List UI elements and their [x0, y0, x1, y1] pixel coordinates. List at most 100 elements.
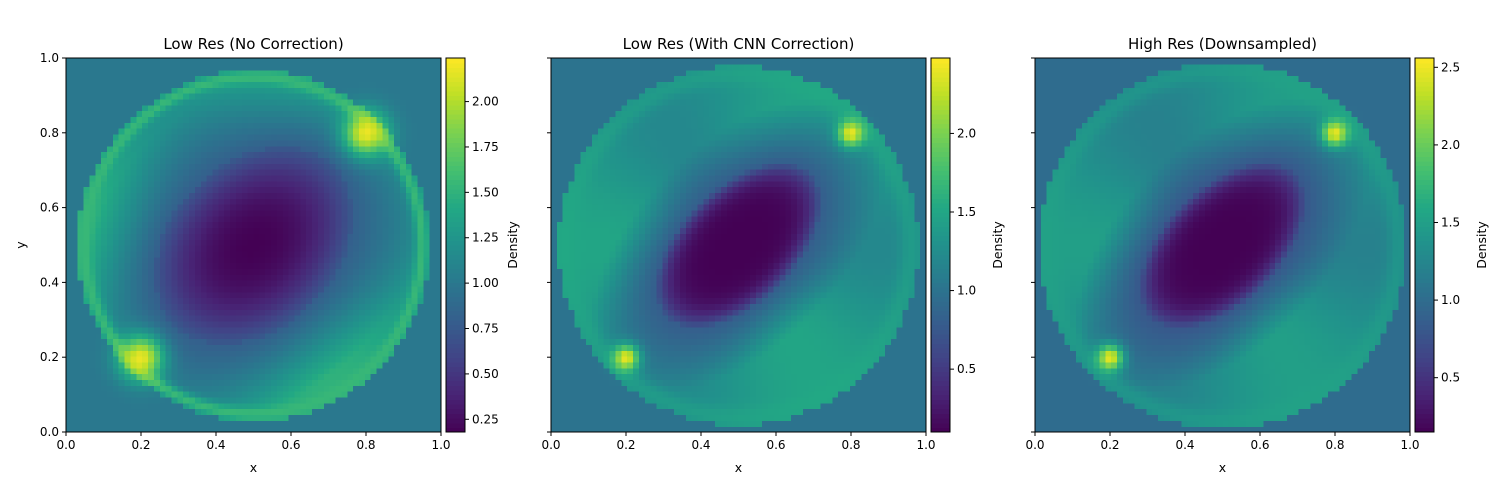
heatmap-cell	[400, 181, 406, 187]
heatmap-cell	[271, 403, 277, 409]
heatmap-cell	[406, 99, 412, 105]
heatmap-cell	[832, 409, 838, 415]
heatmap-cell	[160, 140, 166, 146]
heatmap-cell	[78, 152, 84, 158]
heatmap-cell	[265, 146, 271, 152]
heatmap-cell	[324, 333, 330, 339]
heatmap-cell	[78, 134, 84, 140]
heatmap-cell	[651, 414, 657, 420]
heatmap-cell	[739, 391, 745, 397]
heatmap-cell	[89, 403, 95, 409]
heatmap-cell	[78, 333, 84, 339]
heatmap-cell	[791, 385, 797, 391]
heatmap-cell	[89, 397, 95, 403]
heatmap-cell	[324, 169, 330, 175]
heatmap-cell	[418, 274, 424, 280]
heatmap-cell	[365, 152, 371, 158]
heatmap-cell	[136, 157, 142, 163]
heatmap-cell	[388, 298, 394, 304]
heatmap-cell	[359, 327, 365, 333]
heatmap-cell	[212, 327, 218, 333]
heatmap-cell	[382, 385, 388, 391]
heatmap-cell	[160, 134, 166, 140]
heatmap-cell	[324, 409, 330, 415]
heatmap-cell	[230, 76, 236, 82]
heatmap-cell	[574, 385, 580, 391]
heatmap-cell	[557, 385, 563, 391]
heatmap-cell	[300, 268, 306, 274]
heatmap-cell	[89, 198, 95, 204]
heatmap-cell	[183, 379, 189, 385]
heatmap-cell	[914, 385, 920, 391]
heatmap-cell	[785, 362, 791, 368]
heatmap-cell	[785, 397, 791, 403]
heatmap-cell	[388, 233, 394, 239]
heatmap-cell	[84, 204, 90, 210]
colorbar-segment	[446, 194, 465, 199]
heatmap-cell	[201, 315, 207, 321]
heatmap-cell	[148, 210, 154, 216]
heatmap-cell	[236, 292, 242, 298]
heatmap-cell	[119, 239, 125, 245]
heatmap-cell	[242, 321, 248, 327]
heatmap-cell	[429, 99, 435, 105]
heatmap-cell	[212, 245, 218, 251]
x-tick-label: 1.0	[431, 438, 450, 452]
heatmap-cell	[207, 298, 213, 304]
heatmap-cell	[136, 210, 142, 216]
heatmap-cell	[897, 420, 903, 426]
heatmap-cell	[107, 81, 113, 87]
heatmap-cell	[265, 64, 271, 70]
heatmap-cell	[318, 116, 324, 122]
heatmap-cell	[212, 379, 218, 385]
heatmap-cell	[418, 81, 424, 87]
heatmap-cell	[359, 128, 365, 134]
heatmap-cell	[908, 420, 914, 426]
heatmap-cell	[803, 414, 809, 420]
heatmap-cell	[283, 403, 289, 409]
heatmap-cell	[212, 309, 218, 315]
heatmap-cell	[271, 233, 277, 239]
heatmap-cell	[318, 274, 324, 280]
heatmap-cell	[359, 397, 365, 403]
heatmap-cell	[423, 81, 429, 87]
heatmap-cell	[254, 187, 260, 193]
heatmap-cell	[236, 105, 242, 111]
heatmap-cell	[224, 99, 230, 105]
heatmap-cell	[119, 187, 125, 193]
heatmap-cell	[359, 303, 365, 309]
heatmap-cell	[195, 268, 201, 274]
heatmap-cell	[78, 391, 84, 397]
heatmap-cell	[341, 99, 347, 105]
heatmap-cell	[72, 187, 78, 193]
heatmap-cell	[66, 192, 72, 198]
heatmap-cell	[66, 409, 72, 415]
heatmap-cell	[189, 198, 195, 204]
heatmap-cell	[330, 350, 336, 356]
heatmap-cell	[89, 379, 95, 385]
heatmap-cell	[136, 315, 142, 321]
heatmap-cell	[353, 280, 359, 286]
heatmap-cell	[359, 263, 365, 269]
heatmap-cell	[142, 87, 148, 93]
heatmap-cell	[171, 333, 177, 339]
heatmap-cell	[774, 409, 780, 415]
heatmap-cell	[715, 374, 721, 380]
heatmap-cell	[359, 111, 365, 117]
heatmap-cell	[66, 70, 72, 76]
heatmap-cell	[586, 374, 592, 380]
heatmap-cell	[160, 105, 166, 111]
heatmap-cell	[633, 391, 639, 397]
heatmap-cell	[84, 222, 90, 228]
heatmap-cell	[318, 222, 324, 228]
heatmap-cell	[84, 321, 90, 327]
heatmap-cell	[160, 251, 166, 257]
heatmap-cell	[336, 333, 342, 339]
colorbar-segment	[446, 395, 465, 400]
heatmap-cell	[300, 58, 306, 64]
heatmap-cell	[177, 268, 183, 274]
heatmap-cell	[656, 409, 662, 415]
heatmap-cell	[277, 344, 283, 350]
heatmap-cell	[271, 368, 277, 374]
heatmap-cell	[66, 227, 72, 233]
